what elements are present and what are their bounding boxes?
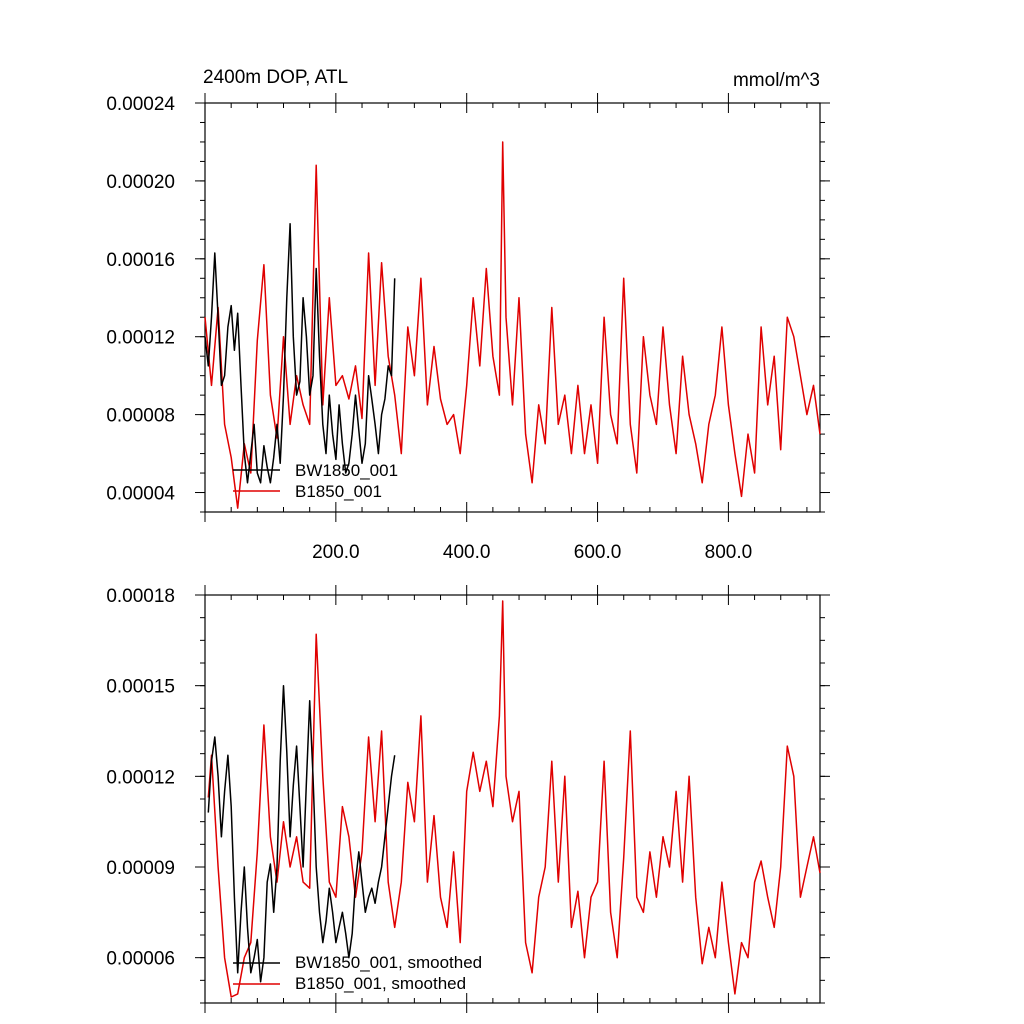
tick-labels: 0.00004 0.00008 0.00012 0.00016 0.00020 0.000…: [106, 94, 752, 563]
x-tick-label: 200.0: [312, 542, 360, 563]
legend-label-b1850: B1850_001: [295, 482, 382, 501]
y-tick-label: 0.00015: [106, 677, 175, 698]
y-tick-label: 0.00009: [106, 858, 175, 879]
plot-frame: [204, 102, 821, 513]
x-tick-label: 600.0: [574, 542, 622, 563]
y-tick-label: 0.00012: [106, 328, 175, 349]
top-panel: 0.00004 0.00008 0.00012 0.00016 0.00020 0.000…: [106, 67, 830, 563]
legend: BW1850_001 B1850_001: [233, 461, 398, 501]
chart-title: 2400m DOP, ATL: [203, 67, 348, 88]
legend-label-b1850-smoothed: B1850_001, smoothed: [295, 974, 466, 993]
y-tick-label: 0.00020: [106, 172, 175, 193]
legend: BW1850_001, smoothed B1850_001, smoothed: [233, 953, 482, 993]
tick-marks: [195, 93, 830, 522]
series-lines: [207, 600, 821, 998]
y-tick-label: 0.00024: [106, 94, 175, 115]
series-line-bw1850: [204, 223, 396, 484]
y-tick-label: 0.00008: [106, 406, 175, 427]
series-line-b1850: [204, 141, 821, 509]
y-tick-label: 0.00018: [106, 586, 175, 607]
tick-labels: 0.00006 0.00009 0.00012 0.00015 0.00018: [106, 586, 175, 970]
y-tick-label: 0.00004: [106, 484, 175, 505]
tick-marks: [195, 585, 830, 1013]
x-tick-label: 400.0: [443, 542, 491, 563]
series-line-b1850: [207, 600, 821, 998]
legend-label-bw1850-smoothed: BW1850_001, smoothed: [295, 953, 482, 972]
series-line-bw1850: [207, 684, 396, 983]
legend-label-bw1850: BW1850_001: [295, 461, 398, 480]
series-lines: [204, 141, 821, 509]
x-tick-label: 800.0: [705, 542, 753, 563]
y-tick-label: 0.00016: [106, 250, 175, 271]
y-tick-label: 0.00006: [106, 949, 175, 970]
y-tick-label: 0.00012: [106, 767, 175, 788]
units-label: mmol/m^3: [733, 70, 820, 91]
bottom-panel: 0.00006 0.00009 0.00012 0.00015 0.00018 BW18…: [106, 585, 830, 1013]
